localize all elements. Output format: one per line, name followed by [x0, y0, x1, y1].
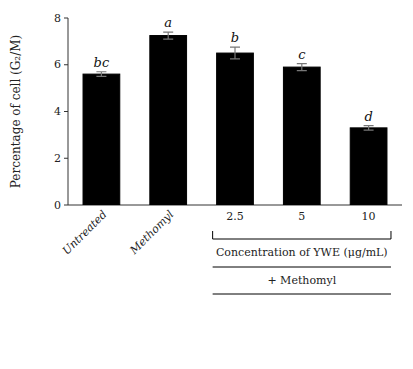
error-bar [96, 72, 106, 77]
error-bar [230, 47, 240, 59]
group-line [213, 267, 391, 268]
y-tick-label: 0 [54, 199, 61, 212]
y-tick [64, 64, 68, 65]
y-axis: 0 2 4 6 8 [54, 12, 68, 212]
group-bracket [213, 231, 391, 239]
bar [217, 53, 254, 205]
bar [150, 36, 187, 205]
bar [283, 67, 320, 205]
y-tick [64, 205, 68, 206]
significance-letter: bc [94, 55, 110, 70]
significance-letter: a [164, 15, 172, 30]
error-bar [163, 32, 173, 39]
y-tick-label: 8 [54, 12, 61, 25]
group-sublabel: + Methomyl [267, 274, 336, 287]
y-tick-label: 6 [54, 58, 61, 71]
group-label: Concentration of YWE (μg/mL) [216, 246, 388, 259]
chart-container: 02468Percentage of cell (G₂/M)bcabcdUntr… [0, 0, 413, 369]
x-tick-label: 2.5 [226, 210, 244, 223]
y-axis-label: Percentage of cell (G₂/M) [9, 35, 23, 188]
y-tick-label: 4 [54, 105, 61, 118]
bar [83, 74, 120, 205]
x-tick-label: Methomyl [127, 208, 177, 258]
error-bars [96, 32, 373, 130]
significance-letter: d [364, 109, 372, 124]
x-tick-label: 5 [298, 210, 305, 223]
y-tick [64, 158, 68, 159]
error-bar [297, 64, 307, 71]
bars [83, 36, 387, 205]
y-tick [64, 111, 68, 112]
error-bar [364, 126, 374, 131]
x-tick-label: 10 [362, 210, 376, 223]
y-tick-label: 2 [54, 152, 61, 165]
group-line [213, 294, 391, 295]
bar [350, 128, 387, 205]
significance-letter: b [231, 30, 239, 45]
y-tick [64, 18, 68, 19]
significance-letter: c [298, 47, 306, 62]
chart-svg: 02468Percentage of cell (G₂/M)bcabcdUntr… [0, 0, 413, 369]
x-tick-label: Untreated [60, 208, 110, 258]
